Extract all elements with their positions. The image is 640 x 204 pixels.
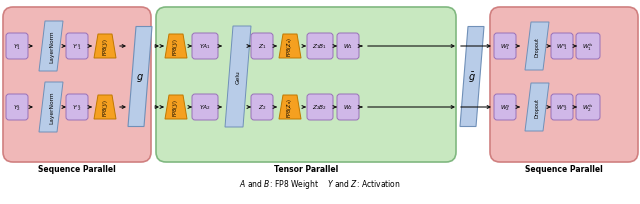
FancyBboxPatch shape: [494, 94, 516, 120]
Text: Sequence Parallel: Sequence Parallel: [525, 165, 603, 174]
Text: $W'^s_1$: $W'^s_1$: [556, 42, 568, 52]
Text: g: g: [137, 72, 143, 82]
Text: $Z_2B_2$: $Z_2B_2$: [312, 103, 328, 112]
Text: FP8($\mathcal{Y}$): FP8($\mathcal{Y}$): [172, 99, 180, 116]
Text: $W^{/s}_1$: $W^{/s}_1$: [582, 41, 594, 52]
Text: $W_2$: $W_2$: [343, 103, 353, 112]
Text: $W^s_1$: $W^s_1$: [500, 42, 510, 52]
Text: $Z_2$: $Z_2$: [258, 103, 266, 112]
Polygon shape: [460, 27, 484, 127]
Text: $A$ and $B$: FP8 Weight    $Y$ and $Z$: Activation: $A$ and $B$: FP8 Weight $Y$ and $Z$: Act…: [239, 178, 401, 191]
Text: FP8($\mathcal{Y}$): FP8($\mathcal{Y}$): [172, 38, 180, 55]
Text: $Z_1$: $Z_1$: [258, 42, 266, 51]
FancyBboxPatch shape: [490, 8, 638, 162]
FancyBboxPatch shape: [66, 94, 88, 120]
FancyBboxPatch shape: [551, 94, 573, 120]
FancyBboxPatch shape: [156, 8, 456, 162]
Text: LayerNorm: LayerNorm: [49, 91, 54, 124]
FancyBboxPatch shape: [66, 34, 88, 60]
Text: $Y'_2^s$: $Y'_2^s$: [72, 103, 82, 112]
Text: FP8($\mathcal{Y}$): FP8($\mathcal{Y}$): [100, 99, 109, 116]
Polygon shape: [39, 22, 63, 72]
Polygon shape: [165, 95, 187, 119]
FancyBboxPatch shape: [307, 34, 333, 60]
Polygon shape: [279, 95, 301, 119]
FancyBboxPatch shape: [192, 94, 218, 120]
Text: Tensor Parallel: Tensor Parallel: [274, 165, 338, 174]
Text: Sequence Parallel: Sequence Parallel: [38, 165, 116, 174]
Text: LayerNorm: LayerNorm: [49, 31, 54, 63]
Text: $W^{/s}_2$: $W^{/s}_2$: [582, 102, 594, 113]
Text: $Y^s_2$: $Y^s_2$: [13, 103, 21, 112]
Text: Dropout: Dropout: [534, 37, 540, 57]
FancyBboxPatch shape: [3, 8, 151, 162]
FancyBboxPatch shape: [6, 34, 28, 60]
FancyBboxPatch shape: [192, 34, 218, 60]
Text: FP8($Z_a$): FP8($Z_a$): [285, 98, 294, 117]
FancyBboxPatch shape: [6, 94, 28, 120]
Text: $W'^s_2$: $W'^s_2$: [556, 103, 568, 112]
FancyBboxPatch shape: [251, 94, 273, 120]
Text: $Y'_1^s$: $Y'_1^s$: [72, 42, 82, 52]
Polygon shape: [525, 23, 549, 71]
Polygon shape: [279, 35, 301, 59]
Polygon shape: [39, 83, 63, 132]
Text: $W^s_2$: $W^s_2$: [500, 103, 510, 112]
FancyBboxPatch shape: [494, 34, 516, 60]
Text: $W_1$: $W_1$: [343, 42, 353, 51]
Text: $\bar{g}$: $\bar{g}$: [468, 70, 476, 84]
Text: Gelu: Gelu: [236, 70, 241, 84]
FancyBboxPatch shape: [337, 94, 359, 120]
Polygon shape: [225, 27, 251, 127]
Polygon shape: [94, 95, 116, 119]
Text: $YA_1$: $YA_1$: [199, 42, 211, 51]
Polygon shape: [525, 84, 549, 131]
Polygon shape: [94, 35, 116, 59]
Text: FP8($\mathcal{Y}$): FP8($\mathcal{Y}$): [100, 38, 109, 55]
Text: Dropout: Dropout: [534, 98, 540, 118]
Polygon shape: [128, 27, 152, 127]
Text: $YA_2$: $YA_2$: [199, 103, 211, 112]
FancyBboxPatch shape: [251, 34, 273, 60]
Text: FP8($Z_a$): FP8($Z_a$): [285, 37, 294, 57]
Text: $Z_1B_1$: $Z_1B_1$: [312, 42, 328, 51]
FancyBboxPatch shape: [576, 34, 600, 60]
Text: $Y^s_1$: $Y^s_1$: [13, 42, 21, 52]
FancyBboxPatch shape: [307, 94, 333, 120]
FancyBboxPatch shape: [551, 34, 573, 60]
FancyBboxPatch shape: [576, 94, 600, 120]
Polygon shape: [165, 35, 187, 59]
FancyBboxPatch shape: [337, 34, 359, 60]
